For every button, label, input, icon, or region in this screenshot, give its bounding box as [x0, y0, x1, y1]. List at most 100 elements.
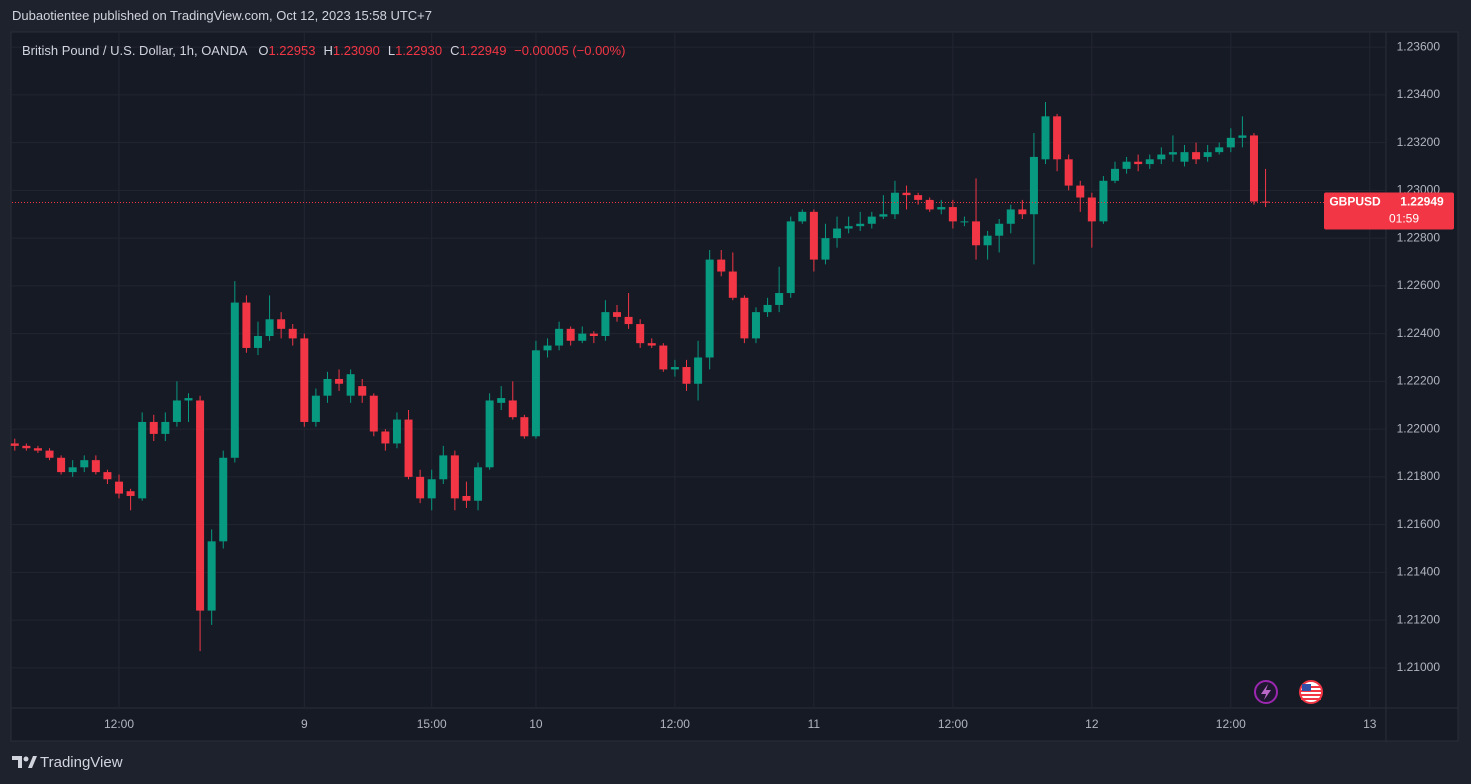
- candle-body: [717, 259, 726, 272]
- candle-body: [416, 476, 425, 499]
- candle-body: [57, 457, 66, 473]
- candle-body: [161, 421, 170, 434]
- x-tick-label: 12:00: [660, 717, 690, 731]
- candle-body: [1122, 161, 1131, 169]
- candle-body: [381, 431, 390, 444]
- candle-body: [520, 417, 529, 437]
- candle-body: [1018, 209, 1027, 215]
- x-tick-label: 10: [529, 717, 543, 731]
- price-tag-symbol: GBPUSD: [1329, 195, 1381, 209]
- candle-body: [1249, 135, 1258, 202]
- candle-body: [427, 479, 436, 499]
- candle-body: [497, 398, 506, 403]
- candle-body: [172, 400, 181, 422]
- legend-key: O: [258, 43, 269, 58]
- candle-body: [566, 328, 575, 341]
- candle-body: [508, 400, 517, 418]
- candle-body: [149, 421, 158, 434]
- candle-body: [1087, 197, 1096, 222]
- candle-body: [555, 328, 564, 346]
- candle-body: [601, 312, 610, 336]
- candle-body: [728, 271, 737, 298]
- tv-logo: [12, 756, 37, 768]
- candle-body: [670, 367, 679, 370]
- y-tick-label: 1.22000: [1397, 421, 1441, 435]
- candle-body: [972, 221, 981, 246]
- candle-body: [1006, 209, 1015, 224]
- y-tick-label: 1.21000: [1397, 660, 1441, 674]
- candle-body: [33, 448, 42, 451]
- candle-body: [543, 345, 552, 351]
- candle-body: [1076, 185, 1085, 198]
- candle-body: [902, 192, 911, 196]
- candle-body: [10, 443, 19, 446]
- event-icon[interactable]: [1254, 680, 1278, 704]
- y-tick-label: 1.22400: [1397, 326, 1441, 340]
- legend-value: 1.23090: [332, 43, 380, 58]
- candle-body: [948, 207, 957, 222]
- candle-body: [1238, 135, 1247, 138]
- candle-body: [798, 211, 807, 222]
- candle-body: [1029, 156, 1038, 215]
- y-tick-label: 1.23600: [1397, 39, 1441, 53]
- y-tick-label: 1.23200: [1397, 135, 1441, 149]
- candle-body: [682, 367, 691, 384]
- candle-body: [856, 223, 865, 227]
- candle-body: [531, 350, 540, 437]
- x-tick-label: 15:00: [417, 717, 447, 731]
- candle-body: [589, 333, 598, 336]
- candle-body: [647, 343, 656, 346]
- x-tick-label: 12:00: [104, 717, 134, 731]
- x-tick-label: 12:00: [938, 717, 968, 731]
- candle-body: [485, 400, 494, 468]
- candle-body: [253, 335, 262, 348]
- candle-body: [786, 221, 795, 294]
- candle-body: [311, 395, 320, 422]
- candle-body: [1180, 152, 1189, 162]
- candle-body: [392, 419, 401, 444]
- candle-body: [1110, 168, 1119, 181]
- y-tick-label: 1.22200: [1397, 374, 1441, 388]
- candle-body: [659, 345, 668, 370]
- candle-body: [1226, 137, 1235, 148]
- candle-body: [346, 374, 355, 396]
- candle-body: [1134, 161, 1143, 165]
- candle-body: [833, 228, 842, 239]
- candle-body: [138, 421, 147, 499]
- chart-frame: [10, 31, 1459, 742]
- footer-brand: TradingView: [40, 754, 123, 771]
- candle-body: [207, 541, 216, 611]
- legend-value: 1.22953: [268, 43, 316, 58]
- change: −0.00005 (−0.00%): [514, 43, 626, 58]
- candle-body: [1064, 159, 1073, 186]
- y-tick-label: 1.21400: [1397, 565, 1441, 579]
- candle-body: [230, 302, 239, 458]
- candle-body: [196, 400, 205, 611]
- candle-body: [115, 481, 124, 494]
- candle-body: [995, 223, 1004, 236]
- us-flag-icon[interactable]: [1299, 680, 1323, 704]
- candle-body: [740, 297, 749, 339]
- ohlc-values: O1.22953 H1.23090 L1.22930 C1.22949: [250, 43, 506, 58]
- price-tag-countdown: 01:59: [1389, 212, 1419, 226]
- candle-body: [91, 460, 100, 473]
- candle-body: [751, 312, 760, 339]
- candle-body: [288, 328, 297, 339]
- legend-value: 1.22930: [395, 43, 443, 58]
- candle-body: [960, 221, 969, 223]
- legend-key: C: [450, 43, 460, 58]
- candle-body: [80, 460, 89, 468]
- candle-body: [462, 495, 471, 501]
- candle-body: [925, 199, 934, 210]
- candle-body: [242, 302, 251, 348]
- candle-body: [1168, 152, 1177, 155]
- legend-key: H: [323, 43, 333, 58]
- candle-body: [439, 455, 448, 480]
- candle-body: [890, 192, 899, 215]
- candle-body: [775, 293, 784, 305]
- candle-body: [1053, 116, 1062, 160]
- candle-body: [300, 338, 309, 422]
- candle-body: [1261, 201, 1270, 203]
- candle-body: [578, 333, 587, 341]
